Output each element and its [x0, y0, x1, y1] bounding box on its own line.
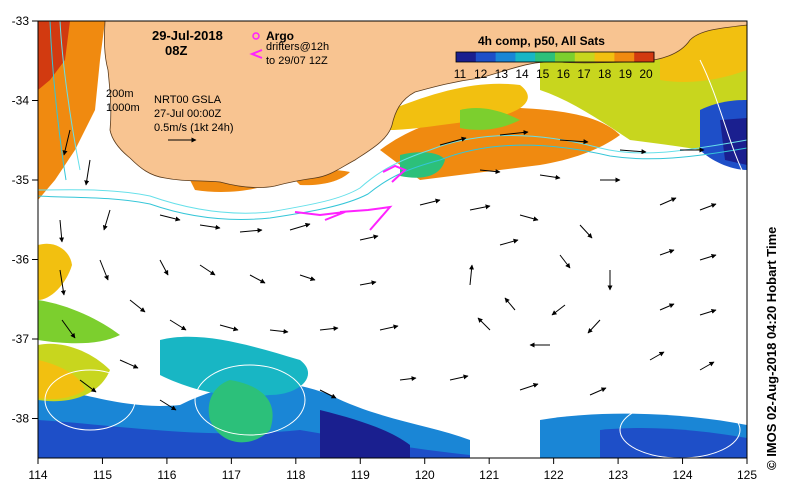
- colorbar-tick-label: 13: [495, 67, 509, 81]
- product-label: NRT00 GSLA: [154, 94, 222, 106]
- drifters-label: drifters@12h: [266, 41, 329, 53]
- x-tick-label: 123: [608, 468, 628, 482]
- x-tick-label: 117: [222, 468, 241, 482]
- x-tick-label: 119: [351, 468, 370, 482]
- y-tick-label: -35: [12, 173, 30, 187]
- x-tick-label: 116: [157, 468, 176, 482]
- drifters-range: to 29/07 12Z: [266, 55, 328, 67]
- credit-label: © IMOS 02-Aug-2018 04:20 Hobart Time: [764, 226, 779, 470]
- x-tick-label: 121: [479, 468, 499, 482]
- colorbar-frame: [455, 51, 655, 63]
- colorbar-swatch: [594, 52, 615, 62]
- x-axis: 114 115 116 117 118 119 120 121 122 123 124 125: [28, 458, 757, 482]
- x-tick-label: 118: [286, 468, 305, 482]
- colorbar-tick-label: 20: [639, 67, 653, 81]
- x-tick-label: 122: [544, 468, 564, 482]
- colorbar-tick-label: 19: [619, 67, 633, 81]
- argo-icon: [252, 32, 260, 40]
- date-label: 29-Jul-2018: [152, 28, 223, 43]
- colorbar-swatch: [535, 52, 556, 62]
- y-tick-label: -37: [12, 332, 30, 346]
- x-tick-label: 120: [415, 468, 435, 482]
- colorbar-swatch: [634, 52, 655, 62]
- y-tick-label: -33: [12, 14, 30, 28]
- y-axis: -33 -34 -35 -36 -37 -38: [12, 14, 38, 426]
- plot-frame: [37, 20, 748, 459]
- colorbar-swatch: [475, 52, 497, 62]
- colorbar-tick-label: 16: [557, 67, 571, 81]
- colorbar-swatch: [555, 52, 576, 62]
- colorbar-swatch: [495, 52, 516, 62]
- isobath-contours: [38, 21, 747, 220]
- y-tick-label: -34: [12, 94, 30, 108]
- product-legend: 200m 1000m NRT00 GSLA 27-Jul 00:00Z 0.5m…: [106, 88, 233, 143]
- colorbar-title: 4h comp, p50, All Sats: [478, 34, 605, 48]
- drifter-tracks: [294, 164, 407, 231]
- plot-area: [38, 21, 747, 458]
- y-tick-label: -38: [12, 412, 30, 426]
- colorbar-swatch: [515, 52, 536, 62]
- isobath-1000-label: 1000m: [106, 102, 140, 114]
- argo-legend: Argo drifters@12h to 29/07 12Z: [249, 29, 329, 67]
- colorbar-tick-label: 14: [515, 67, 529, 81]
- colorbar-tick-label: 12: [474, 67, 488, 81]
- colorbar-tick-label: 15: [536, 67, 550, 81]
- x-tick-label: 115: [93, 468, 112, 482]
- gsla-contours: [44, 59, 747, 458]
- colorbar: 4h comp, p50, All Sats 11 12 13 14 15 16 17 18 1…: [454, 34, 655, 81]
- colorbar-swatch: [574, 52, 596, 62]
- drifter-icon: [249, 49, 263, 59]
- land-mass: [104, 21, 747, 189]
- scale-label: 0.5m/s (1kt 24h): [154, 122, 233, 134]
- hour-label: 08Z: [165, 43, 187, 58]
- x-tick-label: 124: [673, 468, 693, 482]
- product-time: 27-Jul 00:00Z: [154, 108, 222, 120]
- colorbar-swatches: [456, 52, 655, 62]
- colorbar-tick-label: 17: [577, 67, 591, 81]
- colorbar-tick-label: 11: [454, 67, 467, 81]
- colorbar-swatch: [456, 52, 477, 62]
- argo-label: Argo: [266, 29, 294, 43]
- x-tick-label: 125: [737, 468, 757, 482]
- colorbar-swatch: [614, 52, 635, 62]
- isobath-200-label: 200m: [106, 88, 134, 100]
- colorbar-tick-label: 18: [598, 67, 612, 81]
- colorbar-ticks: 11 12 13 14 15 16 17 18 19 20: [454, 67, 653, 81]
- x-tick-label: 114: [28, 468, 47, 482]
- current-vectors: [59, 129, 717, 411]
- y-tick-label: -36: [12, 253, 30, 267]
